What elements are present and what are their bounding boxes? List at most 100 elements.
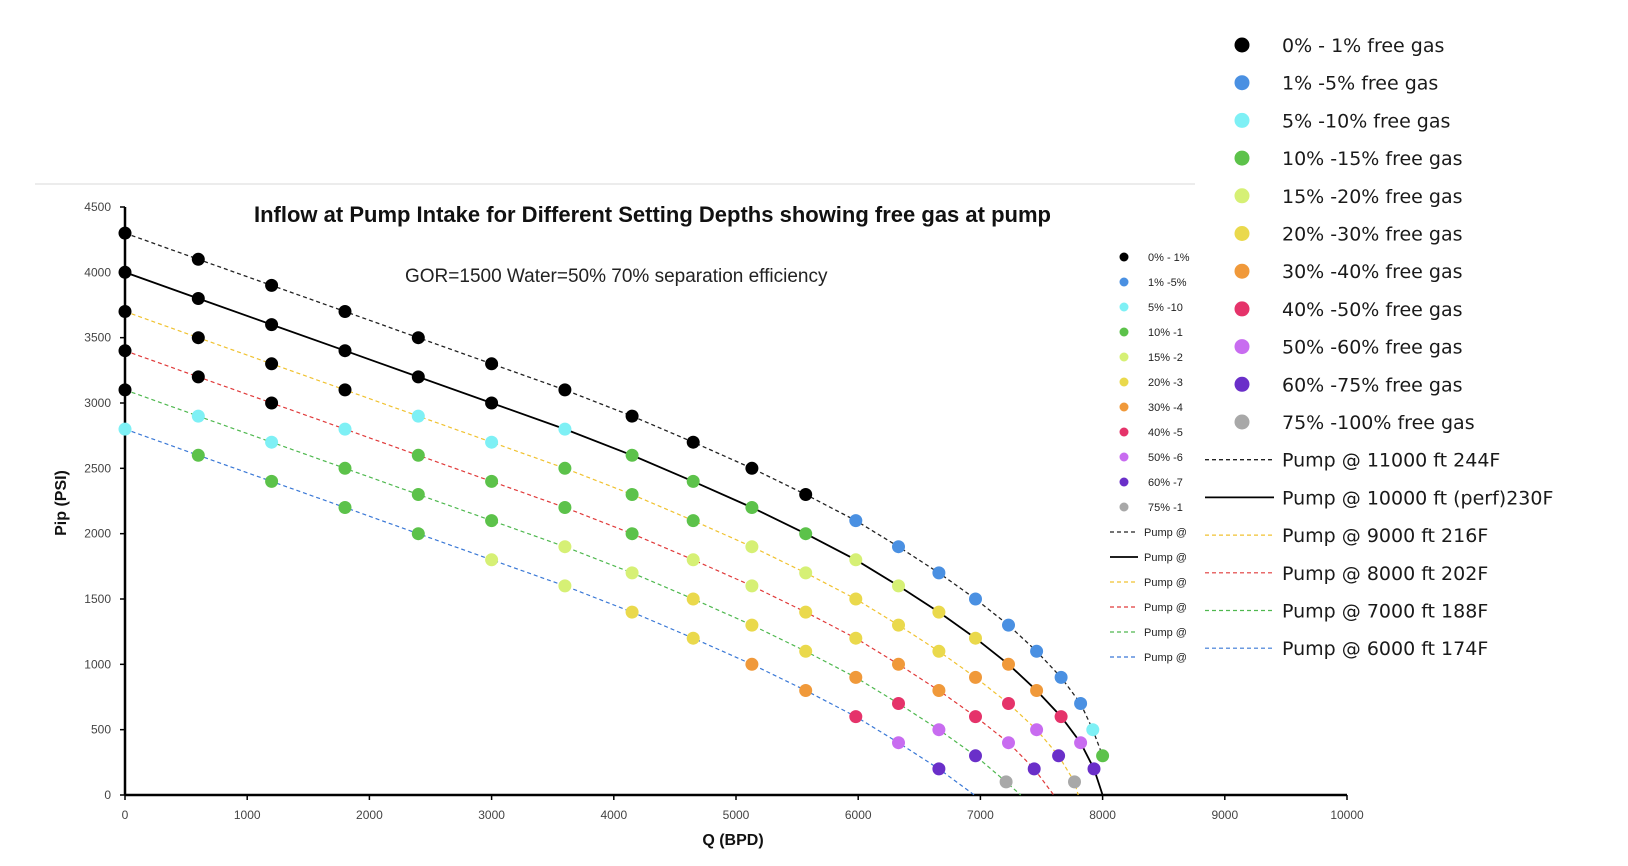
series-line-3 [124,350,1055,796]
series-line-4 [124,389,1022,796]
data-point [1027,762,1041,776]
axes: 0 1000 2000 3000 4000 5000 6000 7000 8000 9000 100… [84,200,1364,822]
data-point [1052,749,1066,763]
data-point [686,474,700,488]
data-point [1074,736,1088,750]
inner-legend-label: 20% -3 [1148,377,1183,389]
x-tick-label: 10000 [1330,808,1364,822]
legend-marker [1234,112,1250,128]
data-point [558,501,572,514]
y-tick-label: 0 [104,788,111,802]
inner-legend-label: Pump @ [1144,527,1187,539]
data-point [558,461,572,475]
y-tick-label: 3500 [84,331,111,345]
data-point [799,527,813,541]
data-point [932,684,946,697]
data-point [338,305,352,318]
data-point [1087,762,1101,776]
data-point [265,318,279,332]
data-point [558,422,572,436]
inner-legend-label: 10% -1 [1148,327,1183,339]
data-point [1096,749,1110,763]
data-point [625,448,639,462]
y-tick-label: 3000 [84,396,111,410]
data-point [1086,723,1100,737]
data-point [849,710,863,724]
data-point [745,501,759,514]
data-point [745,461,759,475]
data-point [849,553,863,567]
legend-label: 60% -75% free gas [1282,374,1463,396]
x-tick-label: 5000 [723,808,750,822]
data-point [338,383,352,397]
inner-legend-label: 1% -5% [1148,277,1187,289]
data-point [191,409,205,423]
inner-legend-marker [1119,327,1129,337]
data-point [118,422,132,436]
inner-legend-label: 30% -4 [1148,402,1183,414]
data-point [558,540,572,554]
data-point [338,501,352,514]
series-line-5 [124,428,975,796]
data-point [1074,697,1088,710]
inner-legend-marker [1119,252,1129,262]
inner-legend-marker [1119,502,1129,512]
data-point [969,710,982,724]
outer-legend: 0% - 1% free gas 1% -5% free gas 5% -10% f… [1205,35,1553,660]
legend-label: Pump @ 8000 ft 202F [1282,563,1488,585]
inner-legend-label: Pump @ [1144,652,1187,664]
series-line-2 [124,310,1079,796]
inner-legend-label: 40% -5 [1148,427,1183,439]
data-point [191,292,205,305]
inner-legend-label: Pump @ [1144,577,1187,589]
data-point [118,383,132,397]
x-tick-label: 4000 [600,808,627,822]
data-point [1054,670,1068,684]
legend-marker [1234,263,1250,279]
data-point [625,409,639,423]
inner-legend-marker [1119,302,1129,312]
data-point [485,396,499,410]
x-axis-label: Q (BPD) [702,832,763,849]
data-point [969,631,982,645]
data-point [892,657,905,671]
y-tick-label: 2000 [84,527,111,541]
legend-label: 50% -60% free gas [1282,337,1463,359]
data-point [686,631,700,645]
data-point [118,265,132,279]
y-tick-label: 4500 [84,200,111,214]
legend-label: 10% -15% free gas [1282,148,1463,170]
data-point [932,566,946,580]
data-point [265,396,279,410]
x-tick-label: 3000 [478,808,505,822]
inner-legend-label: 50% -6 [1148,452,1183,464]
data-point [485,357,499,371]
inner-legend-marker [1119,277,1129,287]
y-tick-label: 1500 [84,592,111,606]
x-tick-label: 7000 [967,808,994,822]
inner-legend-label: Pump @ [1144,627,1187,639]
data-points [118,226,1110,789]
inner-legend-label: 60% -7 [1148,477,1183,489]
data-point [999,775,1013,789]
data-point [625,566,639,580]
legend-label: Pump @ 10000 ft (perf)230F [1282,487,1553,509]
legend-marker [1234,376,1250,392]
data-point [558,383,572,397]
data-point [745,540,759,554]
legend-label: 20% -30% free gas [1282,224,1463,246]
data-point [799,605,813,619]
legend-marker [1234,414,1250,430]
data-point [411,448,425,462]
series-line-0 [124,232,1104,757]
x-tick-label: 6000 [845,808,872,822]
data-point [932,762,946,776]
data-point [686,435,700,449]
data-point [338,461,352,475]
y-tick-label: 2500 [84,461,111,475]
x-tick-label: 9000 [1211,808,1238,822]
data-point [1054,710,1068,724]
legend-mask [1197,245,1205,675]
data-point [892,697,905,710]
legend-label: Pump @ 6000 ft 174F [1282,638,1488,660]
